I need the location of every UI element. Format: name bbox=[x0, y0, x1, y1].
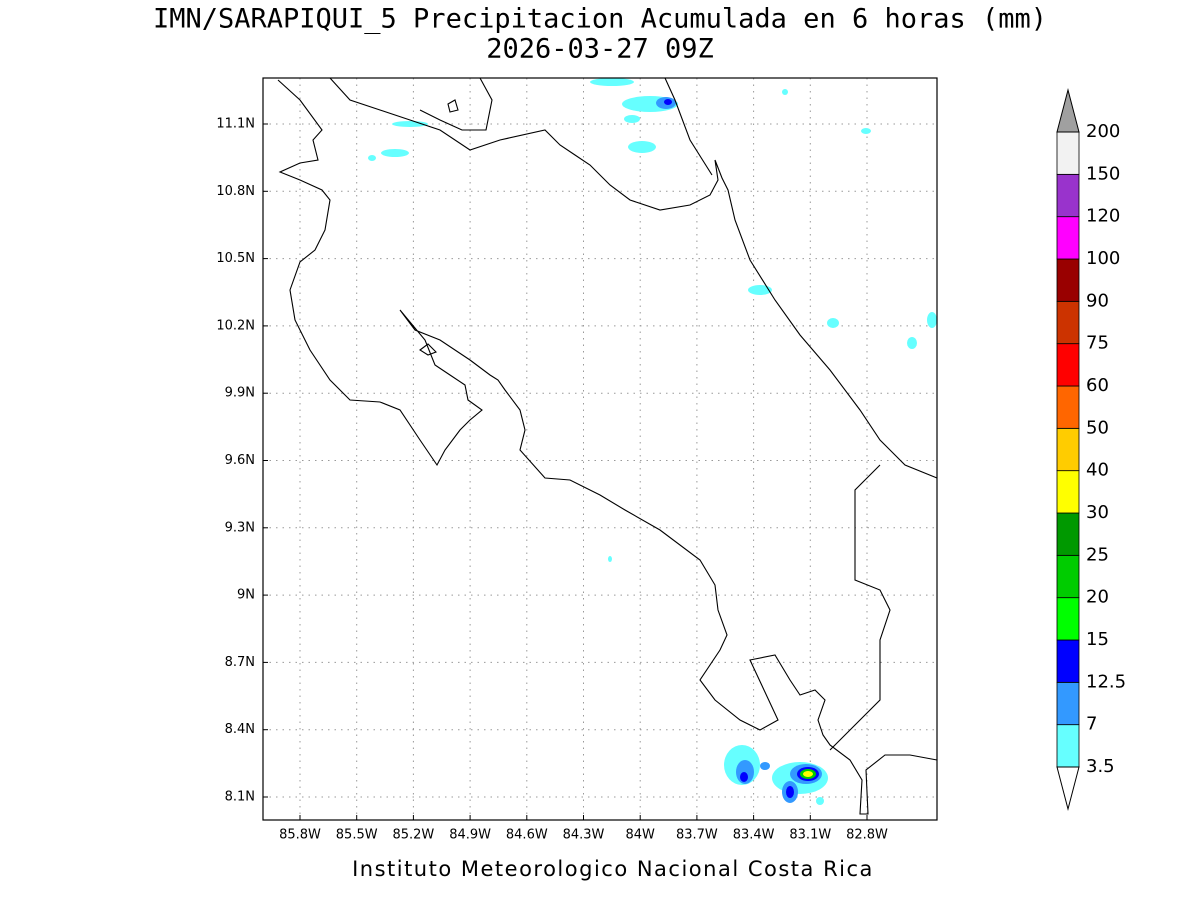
lat-label: 8.1N bbox=[225, 790, 255, 805]
title: IMN/SARAPIQUI_5 Precipitacion Acumulada … bbox=[153, 4, 1047, 35]
colorbar-box bbox=[1056, 554, 1080, 599]
colorbar-label: 100 bbox=[1086, 248, 1120, 269]
colorbar-box bbox=[1056, 681, 1080, 726]
lat-label: 9.9N bbox=[225, 386, 255, 401]
colorbar-label: 30 bbox=[1086, 502, 1109, 523]
axis-labels: 85.8W 85.5W 85.2W 84.9W 84.6W 84.3W 84W 83.7W 83… bbox=[216, 117, 888, 843]
colorbar-label: 75 bbox=[1086, 333, 1109, 354]
precipitation bbox=[368, 78, 937, 805]
lat-label: 10.2N bbox=[216, 318, 255, 333]
lon-label: 84.9W bbox=[449, 828, 491, 843]
lat-label: 9.3N bbox=[225, 520, 255, 535]
lon-label: 83.1W bbox=[789, 828, 831, 843]
colorbar-label: 40 bbox=[1086, 460, 1109, 481]
colorbar-box bbox=[1056, 512, 1080, 556]
colorbar-label: 120 bbox=[1086, 206, 1120, 227]
lon-label: 84W bbox=[625, 828, 655, 843]
colorbar-label: 200 bbox=[1086, 121, 1120, 142]
colorbar-under bbox=[1056, 766, 1080, 811]
map-frame bbox=[262, 77, 938, 821]
lat-label: 8.7N bbox=[225, 655, 255, 670]
subtitle: 2026-03-27 09Z bbox=[486, 34, 714, 65]
lat-label: 9N bbox=[237, 588, 255, 603]
lon-label: 84.3W bbox=[563, 828, 605, 843]
colorbar-label: 12.5 bbox=[1086, 671, 1126, 692]
colorbar-box bbox=[1056, 258, 1080, 302]
colorbar-box bbox=[1056, 470, 1080, 514]
colorbar-label: 60 bbox=[1086, 375, 1109, 396]
colorbar-box bbox=[1056, 427, 1080, 472]
colorbar-box bbox=[1056, 173, 1080, 218]
colorbar-box bbox=[1056, 131, 1080, 175]
lon-label: 83.4W bbox=[733, 828, 775, 843]
lon-label: 85.2W bbox=[392, 828, 434, 843]
lon-label: 85.8W bbox=[279, 828, 321, 843]
lon-label: 84.6W bbox=[506, 828, 548, 843]
lat-label: 11.1N bbox=[216, 117, 255, 132]
colorbar-label: 50 bbox=[1086, 417, 1109, 438]
colorbar-label: 3.5 bbox=[1086, 756, 1115, 777]
lon-label: 82.8W bbox=[846, 828, 888, 843]
colorbar-label: 7 bbox=[1086, 714, 1097, 735]
grid bbox=[263, 78, 937, 820]
credit: Instituto Meteorologico Nacional Costa R… bbox=[352, 857, 874, 881]
colorbar-box bbox=[1056, 385, 1080, 429]
colorbar-label: 25 bbox=[1086, 544, 1109, 565]
colorbar-label: 90 bbox=[1086, 290, 1109, 311]
lat-label: 9.6N bbox=[225, 453, 255, 468]
colorbar-box bbox=[1056, 724, 1080, 768]
colorbar-box bbox=[1056, 343, 1080, 387]
lon-label: 85.5W bbox=[336, 828, 378, 843]
colorbar-box bbox=[1056, 216, 1080, 260]
coastline bbox=[277, 77, 938, 815]
colorbar-label: 150 bbox=[1086, 163, 1120, 184]
colorbar-box bbox=[1056, 597, 1080, 641]
lon-label: 83.7W bbox=[676, 828, 718, 843]
lat-label: 8.4N bbox=[225, 722, 255, 737]
lat-label: 10.5N bbox=[216, 251, 255, 266]
colorbar-over bbox=[1056, 88, 1080, 133]
lat-label: 10.8N bbox=[216, 184, 255, 199]
colorbar-label: 15 bbox=[1086, 629, 1109, 650]
colorbar-label: 20 bbox=[1086, 587, 1109, 608]
colorbar-box bbox=[1056, 639, 1080, 683]
colorbar: 3.5 7 12.5 15 20 25 30 40 50 60 75 90 100 120 150 200 bbox=[1056, 88, 1126, 811]
colorbar-box bbox=[1056, 300, 1080, 345]
